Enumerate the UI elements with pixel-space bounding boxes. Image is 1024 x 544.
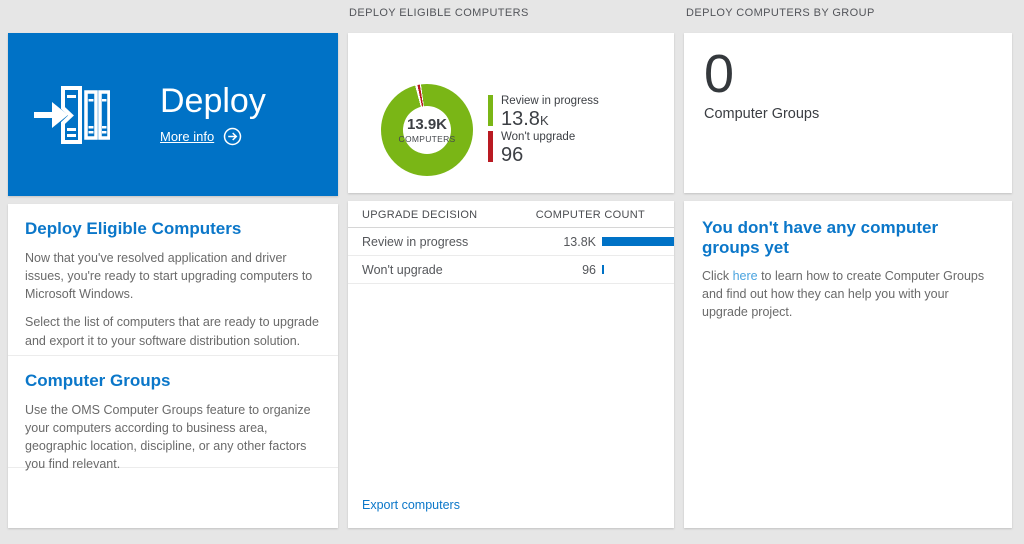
here-link[interactable]: here [732, 269, 758, 283]
count-bar [602, 265, 604, 274]
table-header-row: UPGRADE DECISION COMPUTER COUNT [348, 201, 674, 228]
arrow-circle-icon [223, 127, 242, 146]
row-count: 96 [582, 262, 596, 277]
row-bar-container [602, 237, 674, 246]
section-header-deploy-eligible-computers: DEPLOY ELIGIBLE COMPUTERS [349, 7, 529, 19]
deploy-eligible-paragraph-2: Select the list of computers that are re… [25, 315, 319, 348]
computer-groups-heading: Computer Groups [25, 371, 171, 390]
legend-value: 13.8K [501, 107, 549, 130]
legend-name: Won't upgrade [501, 130, 576, 143]
deploy-info-card: Deploy Eligible Computers Now that you'v… [8, 204, 338, 528]
empty-section [8, 468, 338, 527]
computer-groups-paragraph: Use the OMS Computer Groups feature to o… [25, 403, 311, 472]
legend-name: Review in progress [501, 95, 599, 107]
count-bar [602, 237, 674, 246]
table-footer: Export computers [348, 485, 674, 528]
chart-legend: Review in progress 13.8K Won't upgrade 9… [488, 95, 599, 167]
computer-groups-count: 0 [704, 44, 735, 104]
column-header-upgrade-decision: UPGRADE DECISION [362, 209, 478, 221]
donut-total-label: COMPUTERS [398, 134, 456, 144]
donut-center: 13.9K COMPUTERS [399, 106, 455, 154]
deploy-eligible-paragraph-1: Now that you've resolved application and… [25, 251, 313, 302]
upgrade-decision-table-card: UPGRADE DECISION COMPUTER COUNT Review i… [348, 201, 674, 528]
tile-title: Deploy [160, 81, 266, 120]
no-computer-groups-card: You don't have any computer groups yet C… [684, 201, 1012, 528]
deploy-eligible-computers-heading: Deploy Eligible Computers [25, 219, 242, 238]
row-decision: Review in progress [362, 234, 469, 249]
no-groups-paragraph: Click here to learn how to create Comput… [702, 269, 985, 320]
no-groups-heading: You don't have any computer groups yet [702, 218, 939, 257]
computers-donut-chart[interactable]: 13.9K COMPUTERS [381, 84, 473, 176]
export-computers-link[interactable]: Export computers [362, 498, 460, 512]
donut-total-value: 13.9K [406, 116, 448, 133]
eligible-computers-chart-card[interactable]: 13.9K COMPUTERS Review in progress 13.8K… [348, 33, 674, 193]
section-header-deploy-computers-by-group: DEPLOY COMPUTERS BY GROUP [686, 7, 875, 19]
more-info-label: More info [160, 129, 215, 145]
deploy-arrow-stack-icon [34, 85, 110, 144]
column-header-computer-count: COMPUTER COUNT [535, 209, 645, 221]
computer-groups-count-label: Computer Groups [704, 106, 820, 123]
row-bar-container [602, 265, 674, 274]
legend-swatch-red [488, 130, 493, 162]
legend-item-wont-upgrade: Won't upgrade 96 [488, 130, 599, 166]
legend-value: 96 [501, 143, 524, 166]
row-count: 13.8K [563, 234, 596, 249]
table-row[interactable]: Review in progress 13.8K [348, 228, 674, 256]
deploy-eligible-computers-section: Deploy Eligible Computers Now that you'v… [8, 204, 338, 356]
legend-swatch-green [488, 95, 493, 126]
computer-groups-count-card[interactable]: 0 Computer Groups [684, 33, 1012, 193]
more-info-link[interactable]: More info [160, 127, 266, 146]
legend-item-review-in-progress: Review in progress 13.8K [488, 95, 599, 129]
deploy-tile[interactable]: Deploy More info [8, 33, 338, 196]
row-decision: Won't upgrade [362, 262, 443, 277]
computer-groups-section: Computer Groups Use the OMS Computer Gro… [8, 356, 338, 471]
table-row[interactable]: Won't upgrade 96 [348, 256, 674, 284]
